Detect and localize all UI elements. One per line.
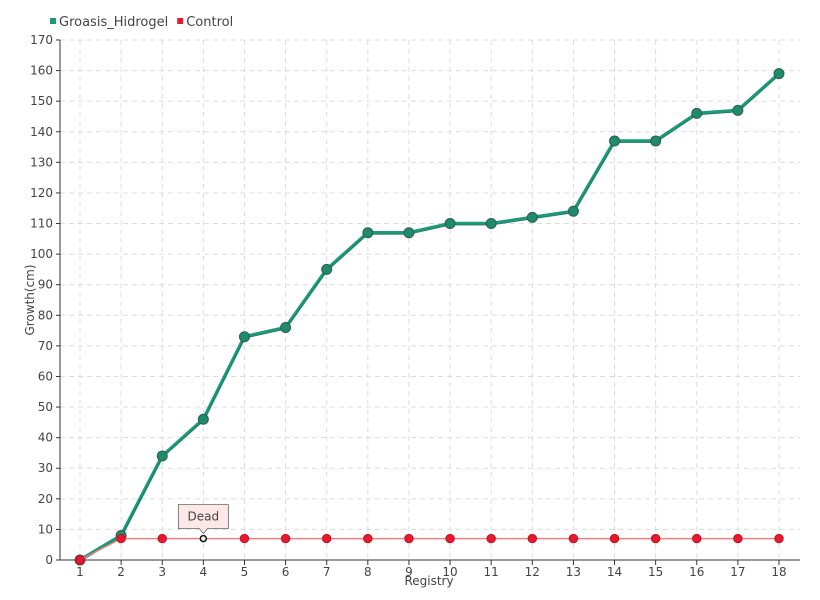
data-point[interactable] (445, 533, 455, 544)
y-tick-label: 40 (38, 431, 53, 445)
y-tick-label: 30 (38, 461, 53, 475)
y-tick-label: 10 (38, 522, 53, 536)
data-point[interactable] (280, 533, 291, 544)
data-point[interactable] (526, 211, 538, 223)
legend-item[interactable]: Control (177, 15, 233, 30)
y-tick-label: 110 (30, 217, 53, 231)
data-point[interactable] (527, 533, 537, 544)
tooltip-label: Dead (188, 510, 220, 524)
axes: 0102030405060708090100110120130140150160… (30, 33, 800, 579)
series-line (79, 72, 781, 562)
data-point[interactable] (116, 533, 126, 544)
series-layer (74, 68, 785, 566)
data-point[interactable] (609, 135, 621, 147)
legend-swatch (177, 18, 184, 24)
y-tick-label: 100 (30, 247, 53, 261)
data-point[interactable] (156, 450, 168, 462)
x-tick-label: 18 (771, 565, 786, 579)
y-tick-label: 120 (30, 186, 53, 200)
data-point[interactable] (197, 413, 209, 425)
series-line (79, 537, 779, 561)
x-tick-label: 5 (241, 565, 249, 579)
data-point[interactable] (321, 263, 333, 275)
y-tick-label: 20 (38, 492, 53, 506)
legend: Groasis_Hidrogel Control (50, 15, 233, 30)
x-tick-label: 14 (607, 565, 622, 579)
data-point[interactable] (362, 227, 374, 239)
data-point[interactable] (486, 533, 496, 544)
data-point-highlighted[interactable] (199, 534, 208, 543)
y-tick-label: 170 (30, 33, 53, 47)
x-axis-title: Registry (404, 574, 453, 588)
data-point[interactable] (322, 533, 332, 544)
x-tick-label: 4 (200, 565, 208, 579)
data-point[interactable] (75, 555, 85, 565)
y-tick-label: 90 (38, 278, 53, 292)
data-point[interactable] (567, 205, 579, 217)
data-point[interactable] (239, 533, 250, 544)
series-groasis-hidrogel (74, 68, 785, 566)
y-tick-label: 80 (38, 308, 53, 322)
y-tick-label: 130 (30, 155, 53, 169)
data-point[interactable] (280, 322, 292, 334)
data-point[interactable] (650, 135, 662, 147)
series-control (75, 533, 784, 565)
x-tick-label: 7 (323, 565, 331, 579)
data-point[interactable] (692, 533, 702, 544)
data-point[interactable] (609, 533, 620, 544)
x-tick-label: 16 (689, 565, 704, 579)
y-tick-label: 160 (30, 64, 53, 78)
data-point[interactable] (650, 533, 661, 544)
data-point[interactable] (773, 68, 785, 80)
series-line-shadow (79, 74, 780, 562)
data-point[interactable] (568, 533, 579, 544)
y-tick-label: 140 (30, 125, 53, 139)
y-tick-label: 150 (30, 94, 53, 108)
x-tick-label: 11 (484, 565, 499, 579)
y-tick-label: 70 (38, 339, 53, 353)
data-point[interactable] (444, 218, 456, 230)
x-tick-label: 9 (405, 565, 413, 579)
x-tick-label: 15 (648, 565, 663, 579)
data-point[interactable] (363, 533, 373, 544)
y-axis-title: Growth(cm) (23, 264, 37, 335)
x-tick-label: 3 (158, 565, 166, 579)
legend-item[interactable]: Groasis_Hidrogel (50, 15, 168, 30)
data-point[interactable] (157, 533, 167, 544)
tooltip-box (177, 504, 229, 535)
y-tick-label: 0 (45, 553, 53, 567)
data-point[interactable] (732, 104, 744, 116)
data-point[interactable] (404, 533, 414, 544)
x-tick-label: 8 (364, 565, 372, 579)
x-tick-label: 17 (730, 565, 745, 579)
grid (60, 39, 800, 560)
x-tick-label: 2 (117, 565, 125, 579)
x-tick-label: 1 (76, 565, 84, 579)
data-point[interactable] (733, 533, 743, 544)
x-tick-label: 6 (282, 565, 290, 579)
annotation: Dead (177, 504, 229, 535)
x-tick-label: 12 (525, 565, 540, 579)
legend-label: Groasis_Hidrogel (59, 15, 168, 30)
legend-swatch (50, 18, 56, 24)
x-tick-label: 10 (442, 565, 457, 579)
data-point[interactable] (238, 331, 250, 343)
data-point[interactable] (691, 107, 703, 119)
data-point[interactable] (403, 227, 415, 239)
legend-label: Control (186, 15, 233, 30)
x-tick-label: 13 (566, 565, 581, 579)
y-tick-label: 50 (38, 400, 53, 414)
y-tick-label: 60 (38, 369, 53, 383)
data-point[interactable] (774, 533, 784, 544)
data-point[interactable] (485, 218, 497, 230)
